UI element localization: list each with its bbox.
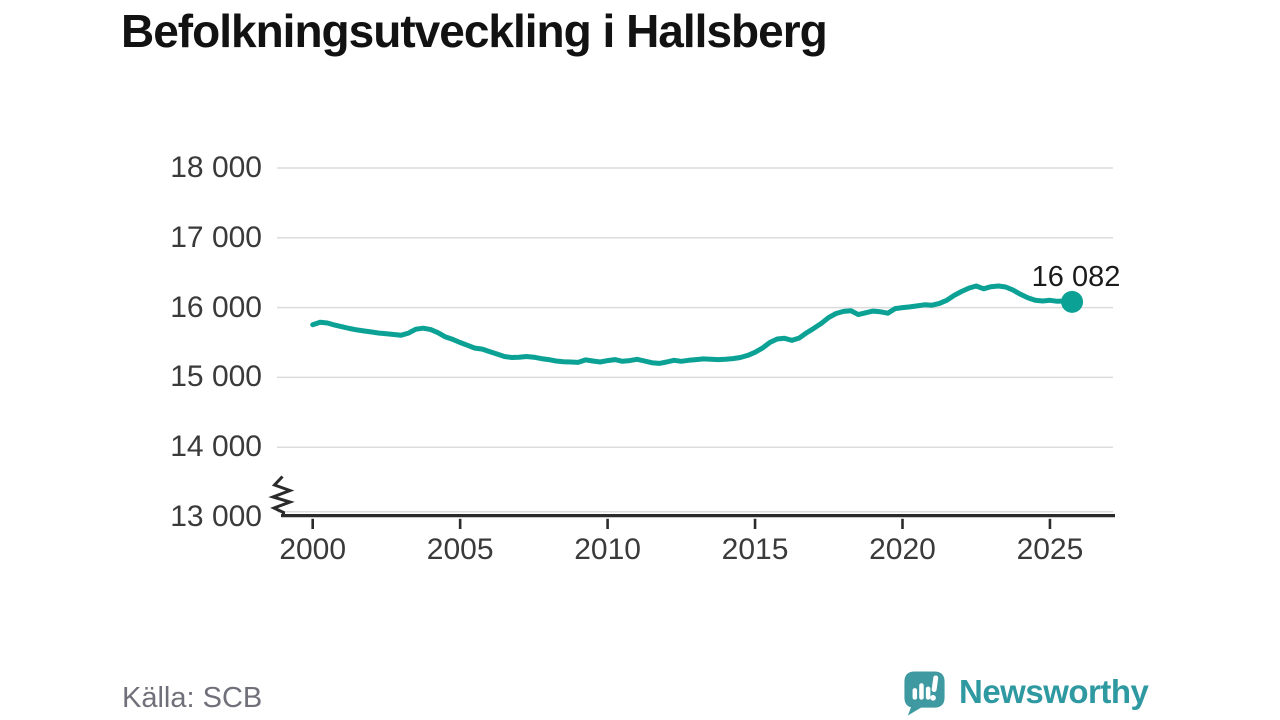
population-line <box>310 283 1075 366</box>
end-value-label: 16 082 <box>1031 261 1121 293</box>
logo-bar-chart-icon <box>912 675 939 701</box>
end-point-marker <box>1061 290 1084 313</box>
axis-break-zigzag <box>268 475 295 516</box>
logo-exclamation-icon <box>930 675 939 701</box>
newsworthy-logo-text: Newsworthy <box>959 673 1149 710</box>
source-note: Källa: SCB <box>122 682 263 714</box>
y-axis-label: 18 000 <box>170 151 262 184</box>
newsworthy-logo: Newsworthy <box>901 668 1149 716</box>
x-axis-label: 2025 <box>1016 533 1084 566</box>
newsworthy-logo-icon <box>904 671 945 716</box>
chart-title: Befolkningsutveckling i Hallsberg <box>121 5 828 57</box>
x-axis-label: 2010 <box>574 533 641 566</box>
x-axis-label: 2000 <box>279 533 347 566</box>
y-axis-label: 16 000 <box>170 290 262 324</box>
y-axis-label: 13 000 <box>170 500 262 533</box>
y-axis-label: 17 000 <box>170 220 262 254</box>
y-axis-label: 15 000 <box>170 360 262 394</box>
x-axis-label: 2015 <box>721 533 789 566</box>
x-axis-label: 2005 <box>426 533 494 566</box>
x-axis-label: 2020 <box>869 533 936 566</box>
y-axis-label: 14 000 <box>170 430 262 464</box>
